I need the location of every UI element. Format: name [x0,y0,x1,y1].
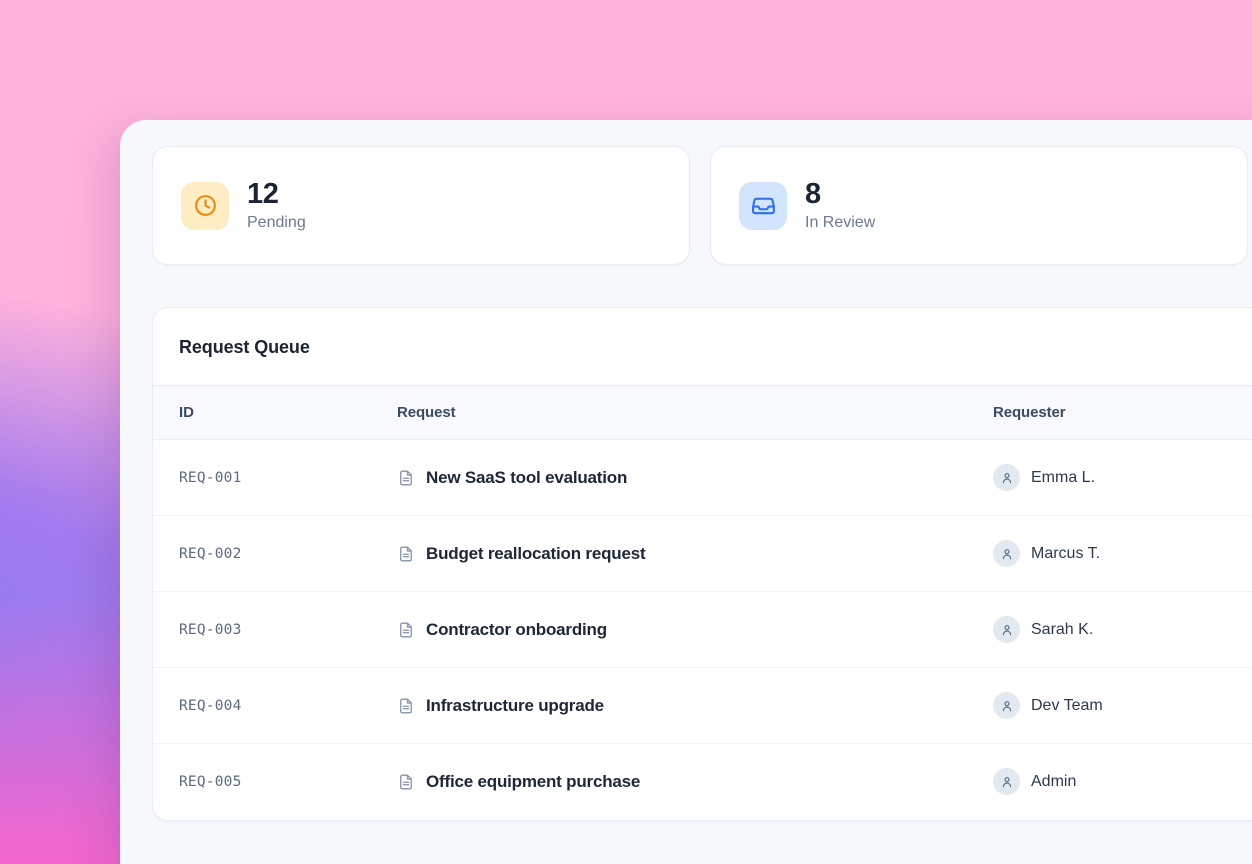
request-title-text: Budget reallocation request [426,543,646,563]
document-icon [397,545,415,563]
request-title-wrap: Office equipment purchase [397,772,993,792]
table-row[interactable]: REQ-002 Budget reallocation request [153,516,1252,592]
cell-request: Contractor onboarding [397,592,993,668]
cell-requester: Dev Team [993,668,1252,744]
cell-request: Budget reallocation request [397,516,993,592]
requester-name-text: Admin [1031,772,1077,790]
document-icon [397,773,415,791]
stat-value-in-review: 8 [805,178,821,211]
document-icon [397,697,415,715]
request-title-wrap: Budget reallocation request [397,544,993,564]
cell-requester: Emma L. [993,440,1252,516]
stat-label-in-review: In Review [805,213,876,231]
request-id-text: REQ-002 [179,545,242,562]
requester-name-text: Marcus T. [1031,544,1101,562]
request-title-wrap: Contractor onboarding [397,620,993,640]
stat-text-in-review: 8 In Review [805,178,876,232]
request-title-text: Contractor onboarding [426,619,607,639]
requester-wrap: Emma L. [993,464,1252,491]
column-header-id[interactable]: ID [153,385,397,440]
page-title: Request Queue [179,337,310,357]
request-title-text: Office equipment purchase [426,771,641,791]
request-title-wrap: New SaaS tool evaluation [397,468,993,488]
avatar [993,616,1020,643]
request-id-text: REQ-004 [179,697,242,714]
table-header: ID Request Requester [153,385,1252,440]
cell-request: New SaaS tool evaluation [397,440,993,516]
cell-id: REQ-004 [153,668,397,744]
avatar [993,692,1020,719]
cell-requester: Sarah K. [993,592,1252,668]
stat-label-pending: Pending [247,213,306,231]
stat-card-pending[interactable]: 12 Pending [152,146,690,265]
table-row[interactable]: REQ-003 Contractor onboarding [153,592,1252,668]
cell-id: REQ-003 [153,592,397,668]
avatar [993,464,1020,491]
stat-text-pending: 12 Pending [247,178,306,232]
requester-name-text: Emma L. [1031,468,1096,486]
request-title-wrap: Infrastructure upgrade [397,696,993,716]
request-queue-card: Request Queue ID Request Requester REQ-0… [152,307,1252,821]
table-row[interactable]: REQ-004 Infrastructure upgrade [153,668,1252,744]
document-icon [397,469,415,487]
requester-wrap: Marcus T. [993,540,1252,567]
requester-wrap: Dev Team [993,692,1252,719]
clock-icon [181,181,229,230]
cell-requester: Admin [993,744,1252,820]
request-title-text: New SaaS tool evaluation [426,467,628,487]
requester-name-text: Sarah K. [1031,620,1094,638]
stats-row: 12 Pending 8 In Review [120,120,1252,265]
app-panel: 12 Pending 8 In Review Request Queue ID [120,120,1252,864]
requester-name-text: Dev Team [1031,696,1103,714]
request-id-text: REQ-003 [179,621,242,638]
cell-request: Infrastructure upgrade [397,668,993,744]
avatar [993,768,1020,796]
request-title-text: Infrastructure upgrade [426,695,604,715]
cell-requester: Marcus T. [993,516,1252,592]
avatar [993,540,1020,567]
column-header-request[interactable]: Request [397,385,993,440]
stat-value-pending: 12 [247,178,279,211]
document-icon [397,621,415,639]
cell-id: REQ-005 [153,744,397,820]
requester-wrap: Admin [993,768,1252,796]
table-header-row: ID Request Requester [153,385,1252,440]
cell-id: REQ-002 [153,516,397,592]
cell-id: REQ-001 [153,440,397,516]
inbox-icon [739,181,787,230]
request-id-text: REQ-005 [179,773,242,790]
table-row[interactable]: REQ-001 New SaaS tool evaluation [153,440,1252,516]
request-id-text: REQ-001 [179,469,242,486]
request-queue-table: ID Request Requester REQ-001 [153,385,1252,820]
requester-wrap: Sarah K. [993,616,1252,643]
table-body: REQ-001 New SaaS tool evaluation [153,440,1252,820]
stat-card-in-review[interactable]: 8 In Review [710,146,1248,265]
column-header-requester[interactable]: Requester [993,385,1252,440]
cell-request: Office equipment purchase [397,744,993,820]
table-row[interactable]: REQ-005 Office equipment purchase [153,744,1252,820]
